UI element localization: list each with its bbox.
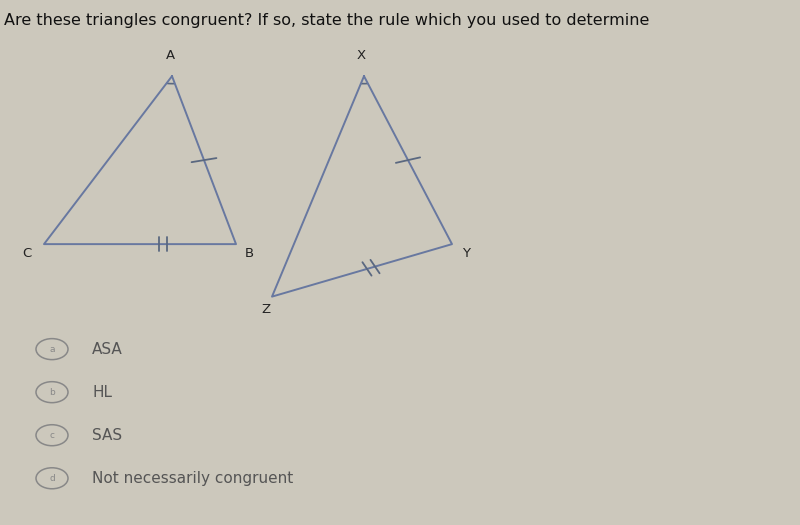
Text: b: b: [49, 387, 55, 397]
Text: SAS: SAS: [92, 428, 122, 443]
Text: c: c: [50, 430, 54, 440]
Text: C: C: [22, 247, 31, 259]
Text: HL: HL: [92, 385, 112, 400]
Text: Z: Z: [262, 303, 271, 316]
Text: A: A: [166, 49, 175, 61]
Text: Not necessarily congruent: Not necessarily congruent: [92, 471, 294, 486]
Text: B: B: [245, 247, 254, 259]
Text: d: d: [49, 474, 55, 483]
Text: Y: Y: [462, 247, 470, 259]
Text: X: X: [357, 49, 366, 61]
Text: ASA: ASA: [92, 342, 122, 356]
Text: a: a: [50, 344, 54, 354]
Text: Are these triangles congruent? If so, state the rule which you used to determine: Are these triangles congruent? If so, st…: [4, 13, 650, 28]
